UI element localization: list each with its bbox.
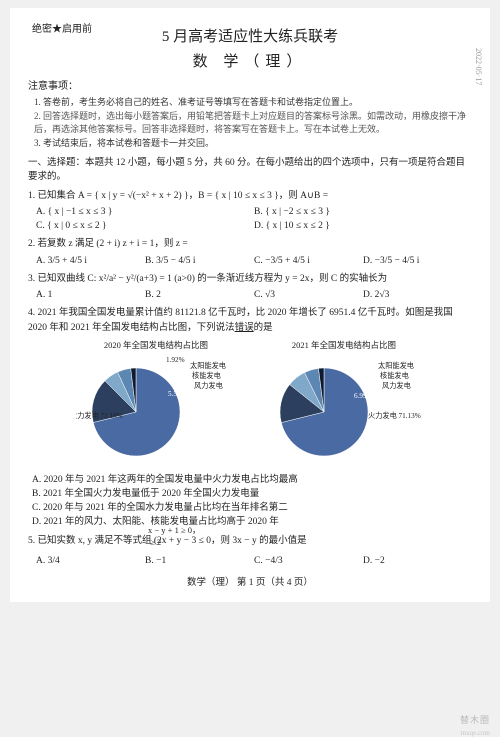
option: A. 3/5 + 4/5 i	[36, 254, 145, 268]
exam-title: 5 月高考适应性大练兵联考	[28, 26, 472, 49]
option: C. −3/5 + 4/5 i	[254, 254, 363, 268]
chart-2020-title: 2020 年全国发电结构占比图	[76, 339, 236, 352]
svg-text:6.99%: 6.99%	[354, 392, 373, 400]
q5-constraints: x − y + 1 ≥ 0， ≥ 2	[148, 524, 201, 550]
question-1: 1. 已知集合 A = { x | y = √(−x² + x + 2) }，B…	[28, 189, 472, 234]
option: A. 1	[36, 288, 145, 302]
question-4: 4. 2021 年我国全国发电量累计值约 81121.8 亿千瓦时，比 2020…	[28, 306, 472, 529]
svg-text:火力发电 71.18%: 火力发电 71.18%	[76, 411, 123, 420]
q2-options: A. 3/5 + 4/5 i B. 3/5 − 4/5 i C. −3/5 + …	[36, 254, 472, 268]
q4-options: A. 2020 年与 2021 年这两年的全国发电量中火力发电占比均最高 B. …	[32, 473, 472, 530]
chart-2020: 2020 年全国发电结构占比图 太阳能发电核能发电风力发电 1.92% 5.59% 火…	[76, 339, 236, 469]
option: B. { x | −2 ≤ x ≤ 3 }	[254, 205, 472, 219]
option: B. 2021 年全国火力发电量低于 2020 年全国火力发电量	[32, 487, 472, 501]
option: A. 2020 年与 2021 年这两年的全国发电量中火力发电占比均最高	[32, 473, 472, 487]
notice-item: 1. 答卷前，考生务必将自己的姓名、准考证号等填写在答题卡和试卷指定位置上。	[34, 96, 472, 110]
section-1-heading: 一、选择题：本题共 12 小题，每小题 5 分，共 60 分。在每小题给出的四个…	[28, 156, 472, 185]
q5-options: A. 3/4 B. −1 C. −4/3 D. −2	[36, 554, 472, 568]
watermark: 替木圈	[460, 713, 490, 726]
q5-stem: 5. 已知实数 x, y 满足不等式组 (2x + y − 3 ≤ 0，则 3x…	[28, 534, 472, 548]
option: C. 2020 年与 2021 年的全国水力发电量占比均在当年排名第二	[32, 501, 472, 515]
notice-item: 3. 考试结束后，将本试卷和答题卡一并交回。	[34, 137, 472, 151]
exam-page: 绝密★启用前 2022·05·17 5 月高考适应性大练兵联考 数 学（理） 注…	[10, 8, 490, 602]
question-2: 2. 若复数 z 满足 (2 + i) z + i = 1，则 z = A. 3…	[28, 237, 472, 268]
option: C. √3	[254, 288, 363, 302]
svg-text:风力发电: 风力发电	[194, 381, 223, 390]
option: A. { x | −1 ≤ x ≤ 3 }	[36, 205, 254, 219]
svg-text:1.92%: 1.92%	[166, 356, 185, 364]
option: C. −4/3	[254, 554, 363, 568]
chart-2021: 2021 年全国发电结构占比图 太阳能发电核能发电风力发电 6.99% 火力发电 7…	[264, 339, 424, 469]
svg-text:水力发电 16.37%: 水力发电 16.37%	[132, 455, 185, 464]
option: B. 2	[145, 288, 254, 302]
svg-text:核能发电: 核能发电	[192, 371, 221, 380]
q1-stem: 1. 已知集合 A = { x | y = √(−x² + x + 2) }，B…	[28, 189, 472, 203]
svg-text:太阳能发电: 太阳能发电	[378, 361, 414, 370]
svg-text:水力发电 14.60%: 水力发电 14.60%	[320, 455, 373, 464]
option: A. 3/4	[36, 554, 145, 568]
option: D. −2	[363, 554, 472, 568]
q4-charts: 2020 年全国发电结构占比图 太阳能发电核能发电风力发电1.92%5.59%火…	[28, 339, 472, 469]
page-footer: 数学（理） 第 1 页（共 4 页）	[28, 576, 472, 590]
secret-label: 绝密★启用前	[32, 22, 92, 37]
exam-subject: 数 学（理）	[28, 51, 472, 74]
q2-stem: 2. 若复数 z 满足 (2 + i) z + i = 1，则 z =	[28, 237, 472, 251]
option: D. { x | 10 ≤ x ≤ 2 }	[254, 219, 472, 233]
side-date: 2022·05·17	[472, 48, 484, 85]
q4-stem-part: 的是	[254, 323, 273, 333]
q4-stem: 4. 2021 年我国全国发电量累计值约 81121.8 亿千瓦时，比 2020…	[28, 306, 472, 335]
pie-2021: 太阳能发电核能发电风力发电 6.99% 火力发电 71.13% 水力发电 14.60%	[264, 354, 424, 469]
svg-text:风力发电: 风力发电	[382, 381, 411, 390]
notice-item: 2. 回答选择题时，选出每小题答案后，用铅笔把答题卡上对应题目的答案标号涂黑。如…	[34, 110, 472, 137]
svg-text:太阳能发电: 太阳能发电	[190, 361, 226, 370]
notice-heading: 注意事项：	[28, 79, 472, 94]
option: C. { x | 0 ≤ x ≤ 2 }	[36, 219, 254, 233]
svg-text:核能发电: 核能发电	[380, 371, 409, 380]
option: D. 2021 年的风力、太阳能、核能发电量占比均高于 2020 年	[32, 515, 472, 529]
q1-options: A. { x | −1 ≤ x ≤ 3 } B. { x | −2 ≤ x ≤ …	[36, 205, 472, 234]
option: B. 3/5 − 4/5 i	[145, 254, 254, 268]
option: D. 2√3	[363, 288, 472, 302]
svg-text:火力发电 71.13%: 火力发电 71.13%	[368, 411, 421, 420]
pie-2020: 太阳能发电核能发电风力发电 1.92% 5.59% 火力发电 71.18% 水力发电 1…	[76, 354, 236, 469]
chart-2021-title: 2021 年全国发电结构占比图	[264, 339, 424, 352]
question-5: x − y + 1 ≥ 0， ≥ 2 5. 已知实数 x, y 满足不等式组 (…	[28, 534, 472, 569]
q3-stem: 3. 已知双曲线 C: x²/a² − y²/(a+3) = 1 (a>0) 的…	[28, 272, 472, 286]
option: D. −3/5 − 4/5 i	[363, 254, 472, 268]
watermark-sub: mxqe.com	[461, 729, 490, 737]
option: B. −1	[145, 554, 254, 568]
q4-stem-underline: 错误	[235, 323, 254, 333]
svg-text:5.59%: 5.59%	[168, 390, 187, 398]
notice-list: 1. 答卷前，考生务必将自己的姓名、准考证号等填写在答题卡和试卷指定位置上。 2…	[34, 96, 472, 150]
q3-options: A. 1 B. 2 C. √3 D. 2√3	[36, 288, 472, 302]
question-3: 3. 已知双曲线 C: x²/a² − y²/(a+3) = 1 (a>0) 的…	[28, 272, 472, 303]
